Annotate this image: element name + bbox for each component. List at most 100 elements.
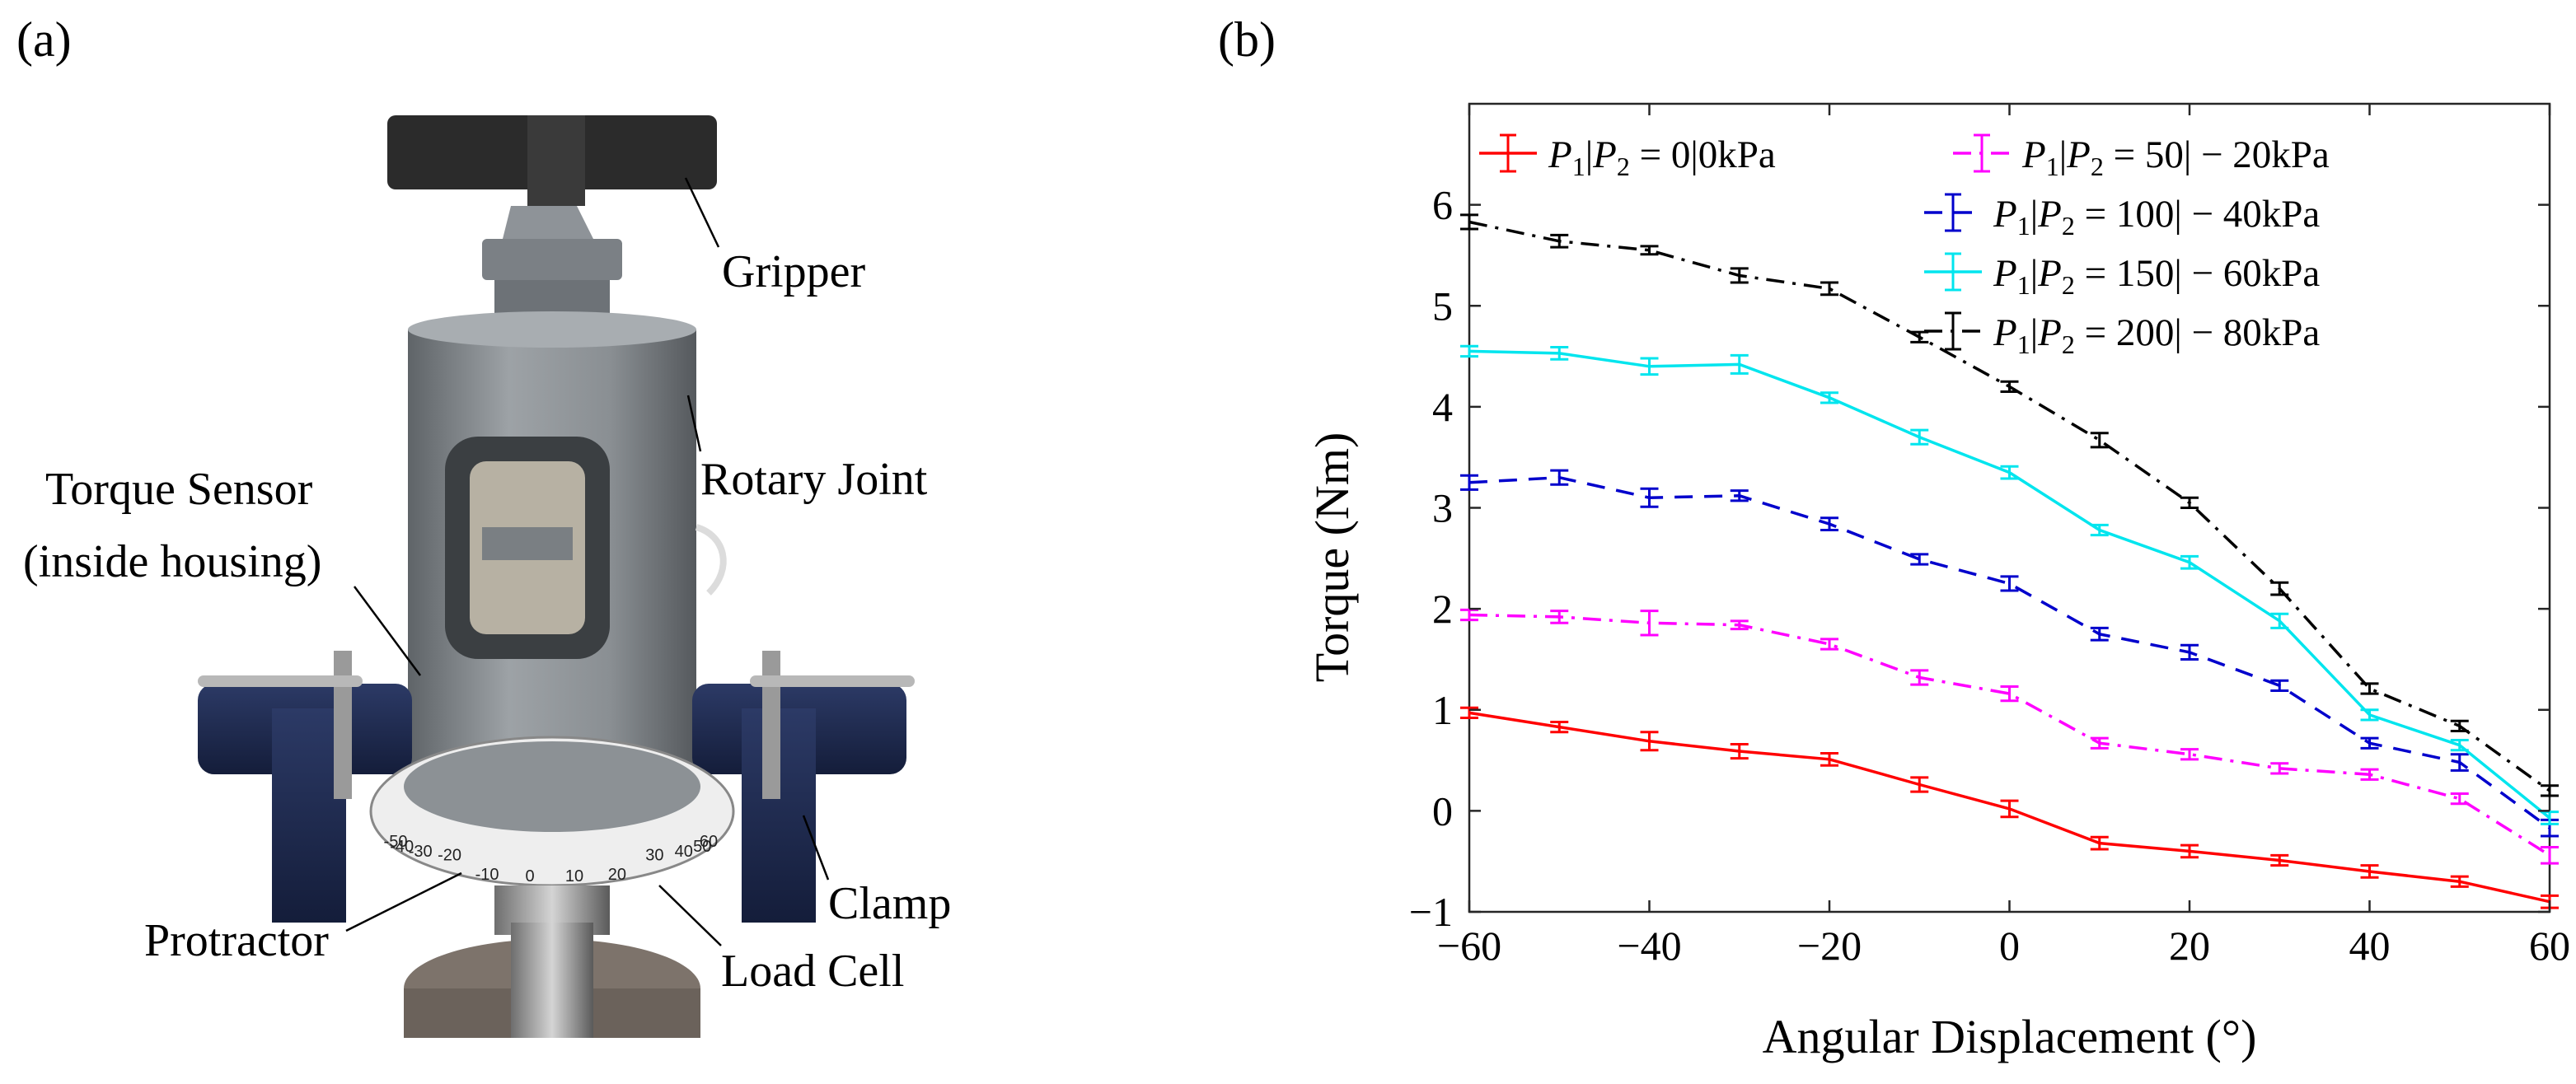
error-bar xyxy=(1730,267,1749,284)
series-line xyxy=(1468,220,2551,792)
torque-sensor-label-line2: (inside housing) xyxy=(23,536,321,587)
y-tick-label: −1 xyxy=(1409,889,1453,935)
load-cell-label: Load Cell xyxy=(721,946,904,997)
clamp-right xyxy=(692,651,915,923)
protractor-scale-number: 20 xyxy=(608,866,626,884)
y-axis-title: Torque (Nm) xyxy=(1305,432,1359,683)
protractor-scale-number: 50 xyxy=(693,838,711,856)
protractor-label: Protractor xyxy=(144,915,329,966)
error-bar xyxy=(1550,346,1569,361)
torque-sensor-label-line1: Torque Sensor xyxy=(45,464,313,515)
y-tick-label: 1 xyxy=(1432,687,1453,733)
error-bar xyxy=(2000,799,2019,819)
panel-a-label: (a) xyxy=(16,12,72,67)
y-tick-label: 5 xyxy=(1432,283,1453,329)
error-bar xyxy=(2450,792,2469,806)
error-bar xyxy=(1820,751,1838,767)
error-bar xyxy=(2270,853,2289,867)
error-bar xyxy=(2180,843,2199,859)
series-line xyxy=(1468,475,2551,829)
x-axis-title: Angular Displacement (°) xyxy=(1763,1010,2257,1063)
legend-entry: P1|P2 = 100| − 40kPa xyxy=(1924,193,2320,241)
protractor-scale-number: -50 xyxy=(384,833,408,851)
legend-entry: P1|P2 = 0|0kPa xyxy=(1479,133,1776,181)
error-bar xyxy=(2180,643,2199,661)
error-bar xyxy=(2450,753,2469,772)
protractor-scale-number: -40 xyxy=(390,838,414,856)
error-bar xyxy=(2090,432,2109,449)
rotary-joint-housing xyxy=(408,311,727,766)
legend-entry: P1|P2 = 150| − 60kPa xyxy=(1924,252,2320,300)
error-bar xyxy=(2000,685,2019,703)
error-bar xyxy=(1820,638,1838,651)
error-bar xyxy=(1550,469,1569,486)
error-bar xyxy=(1820,516,1838,531)
clamp-label: Clamp xyxy=(828,878,951,929)
x-tick-label: 40 xyxy=(2349,923,2391,969)
legend-entry: P1|P2 = 50| − 20kPa xyxy=(1953,133,2330,181)
error-bar xyxy=(1730,742,1749,760)
error-bar xyxy=(2000,380,2019,393)
legend-label: P1|P2 = 150| − 60kPa xyxy=(1993,252,2320,300)
protractor-scale-number: -20 xyxy=(438,847,461,865)
x-tick-label: 20 xyxy=(2169,923,2210,969)
error-bar xyxy=(1640,357,1659,376)
error-bar xyxy=(1730,353,1749,375)
legend-label: P1|P2 = 50| − 20kPa xyxy=(2021,133,2330,181)
error-bar xyxy=(2090,523,2109,537)
error-bar xyxy=(2360,736,2379,750)
y-tick-label: 6 xyxy=(1432,182,1453,228)
error-bar xyxy=(1820,281,1838,297)
error-bar xyxy=(2541,846,2559,865)
error-bar xyxy=(2360,768,2379,781)
protractor-scale-number: 30 xyxy=(645,847,663,865)
protractor-scale-number: 60 xyxy=(700,833,718,851)
x-tick-label: −40 xyxy=(1617,923,1681,969)
y-tick-label: 3 xyxy=(1432,485,1453,531)
error-bar xyxy=(1910,669,1929,686)
x-tick-label: 60 xyxy=(2529,923,2570,969)
error-bar xyxy=(1550,233,1569,249)
error-bar xyxy=(1730,489,1749,502)
y-tick-label: 0 xyxy=(1432,787,1453,834)
load-cell xyxy=(404,885,700,1038)
error-bar xyxy=(1910,776,1929,793)
error-bar xyxy=(1640,245,1659,256)
error-bar xyxy=(2090,835,2109,851)
error-bar xyxy=(1460,213,1478,231)
series-line xyxy=(1468,613,2550,857)
protractor-scale-number: 40 xyxy=(675,843,693,861)
protractor-scale-number: 10 xyxy=(565,867,583,885)
error-bar xyxy=(2000,575,2019,592)
protractor-scale-number: -30 xyxy=(409,843,433,861)
y-tick-label: 2 xyxy=(1432,586,1453,632)
error-bar xyxy=(2450,875,2469,888)
error-bar xyxy=(2270,679,2289,692)
protractor-scale-number: 0 xyxy=(525,867,534,885)
panel-b-label: (b) xyxy=(1218,12,1276,67)
error-bar xyxy=(2180,748,2199,761)
error-bar xyxy=(2450,719,2469,733)
error-bar xyxy=(1460,474,1478,491)
error-bar xyxy=(2090,626,2109,642)
error-bar xyxy=(1730,619,1749,631)
rotary-joint-label: Rotary Joint xyxy=(700,454,928,505)
error-bar xyxy=(1640,731,1659,752)
error-bar xyxy=(2180,554,2199,570)
x-tick-label: 0 xyxy=(1999,923,2020,969)
legend-label: P1|P2 = 0|0kPa xyxy=(1548,133,1776,181)
error-bar xyxy=(2541,784,2559,797)
x-tick-label: −60 xyxy=(1437,923,1501,969)
error-bar xyxy=(1550,720,1569,734)
protractor-scale-number: -10 xyxy=(475,866,499,884)
error-bar xyxy=(2000,465,2019,480)
error-bar xyxy=(2180,496,2199,509)
error-bar xyxy=(1460,344,1478,358)
error-bar xyxy=(2090,736,2109,750)
x-tick-label: −20 xyxy=(1797,923,1862,969)
error-bar xyxy=(2450,739,2469,752)
legend-label: P1|P2 = 200| − 80kPa xyxy=(1993,311,2320,359)
error-bar xyxy=(1910,553,1929,566)
